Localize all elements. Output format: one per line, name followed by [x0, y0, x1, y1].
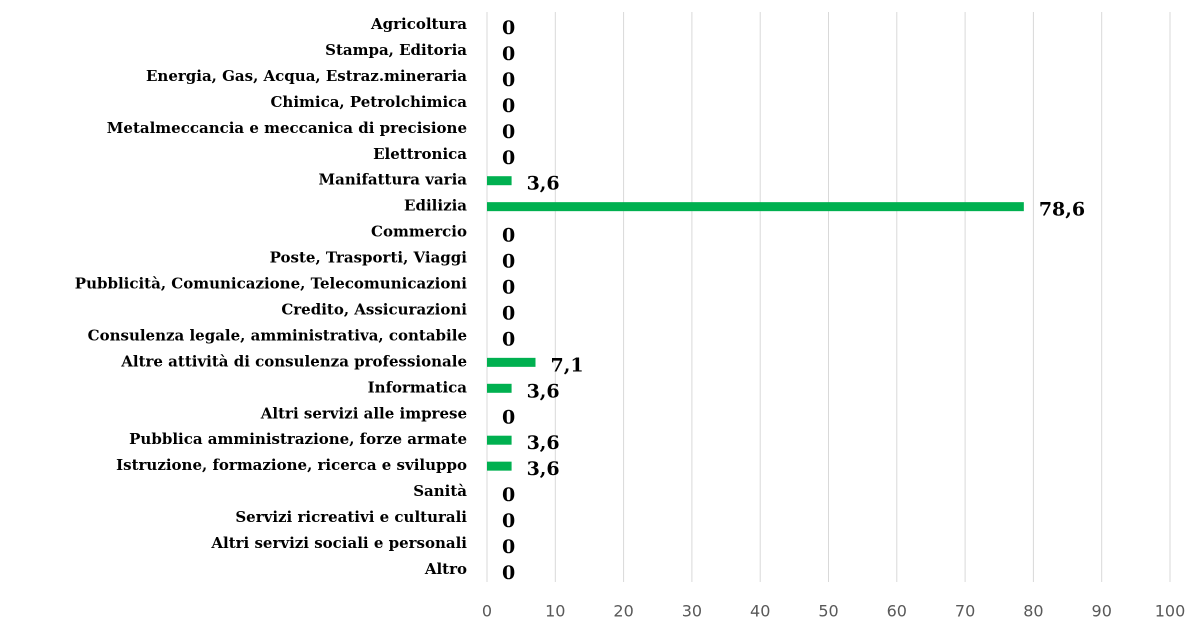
category-label: Informatica — [368, 378, 468, 396]
category-label: Elettronica — [373, 145, 467, 163]
data-label: 0 — [502, 302, 515, 324]
x-tick-label: 90 — [1092, 602, 1112, 621]
x-tick-label: 10 — [545, 602, 565, 621]
category-label: Agricoltura — [370, 15, 467, 33]
data-label: 0 — [502, 536, 515, 558]
category-label: Edilizia — [404, 197, 467, 215]
data-label: 0 — [502, 277, 515, 299]
bar — [487, 202, 1024, 212]
data-label: 0 — [502, 69, 515, 91]
category-label: Commercio — [371, 223, 467, 241]
x-tick-label: 60 — [887, 602, 907, 621]
data-label: 78,6 — [1039, 199, 1085, 221]
bar — [487, 176, 512, 186]
data-label: 3,6 — [527, 173, 560, 195]
x-tick-label: 30 — [682, 602, 702, 621]
category-label: Credito, Assicurazioni — [281, 300, 467, 318]
category-label: Servizi ricreativi e culturali — [235, 508, 467, 526]
data-label: 0 — [502, 406, 515, 428]
x-tick-label: 50 — [818, 602, 838, 621]
data-label: 0 — [502, 484, 515, 506]
category-label: Chimica, Petrolchimica — [270, 93, 467, 111]
bar — [487, 383, 512, 393]
x-tick-label: 40 — [750, 602, 770, 621]
bar — [487, 435, 512, 445]
category-label: Stampa, Editoria — [325, 41, 467, 59]
category-label: Pubblica amministrazione, forze armate — [129, 430, 467, 448]
data-label: 3,6 — [527, 380, 560, 402]
x-tick-label: 100 — [1155, 602, 1186, 621]
category-label: Altro — [424, 560, 467, 578]
data-label: 3,6 — [527, 432, 560, 454]
data-label: 0 — [502, 225, 515, 247]
data-label: 3,6 — [527, 458, 560, 480]
category-label: Altri servizi sociali e personali — [210, 534, 467, 552]
category-label: Altre attività di consulenza professiona… — [120, 352, 467, 370]
x-tick-label: 20 — [613, 602, 633, 621]
bar — [487, 461, 512, 471]
data-label: 0 — [502, 43, 515, 65]
x-tick-label: 80 — [1023, 602, 1043, 621]
data-label: 0 — [502, 17, 515, 39]
data-label: 0 — [502, 328, 515, 350]
data-label: 0 — [502, 95, 515, 117]
data-label: 7,1 — [550, 354, 583, 376]
bar — [487, 357, 536, 367]
category-label: Sanità — [413, 482, 467, 500]
category-label: Energia, Gas, Acqua, Estraz.mineraria — [146, 67, 467, 85]
data-label: 0 — [502, 121, 515, 143]
data-label: 0 — [502, 147, 515, 169]
data-label: 0 — [502, 251, 515, 273]
data-label: 0 — [502, 510, 515, 532]
category-label: Altri servizi alle imprese — [260, 404, 467, 422]
category-label: Istruzione, formazione, ricerca e svilup… — [116, 456, 467, 474]
x-tick-label: 0 — [482, 602, 492, 621]
data-label: 0 — [502, 562, 515, 584]
category-label: Poste, Trasporti, Viaggi — [270, 249, 468, 267]
category-label: Consulenza legale, amministrativa, conta… — [88, 326, 467, 344]
category-label: Pubblicità, Comunicazione, Telecomunicaz… — [75, 275, 467, 293]
x-tick-label: 70 — [955, 602, 975, 621]
category-label: Metalmeccancia e meccanica di precisione — [107, 119, 467, 137]
category-label: Manifattura varia — [319, 171, 468, 189]
